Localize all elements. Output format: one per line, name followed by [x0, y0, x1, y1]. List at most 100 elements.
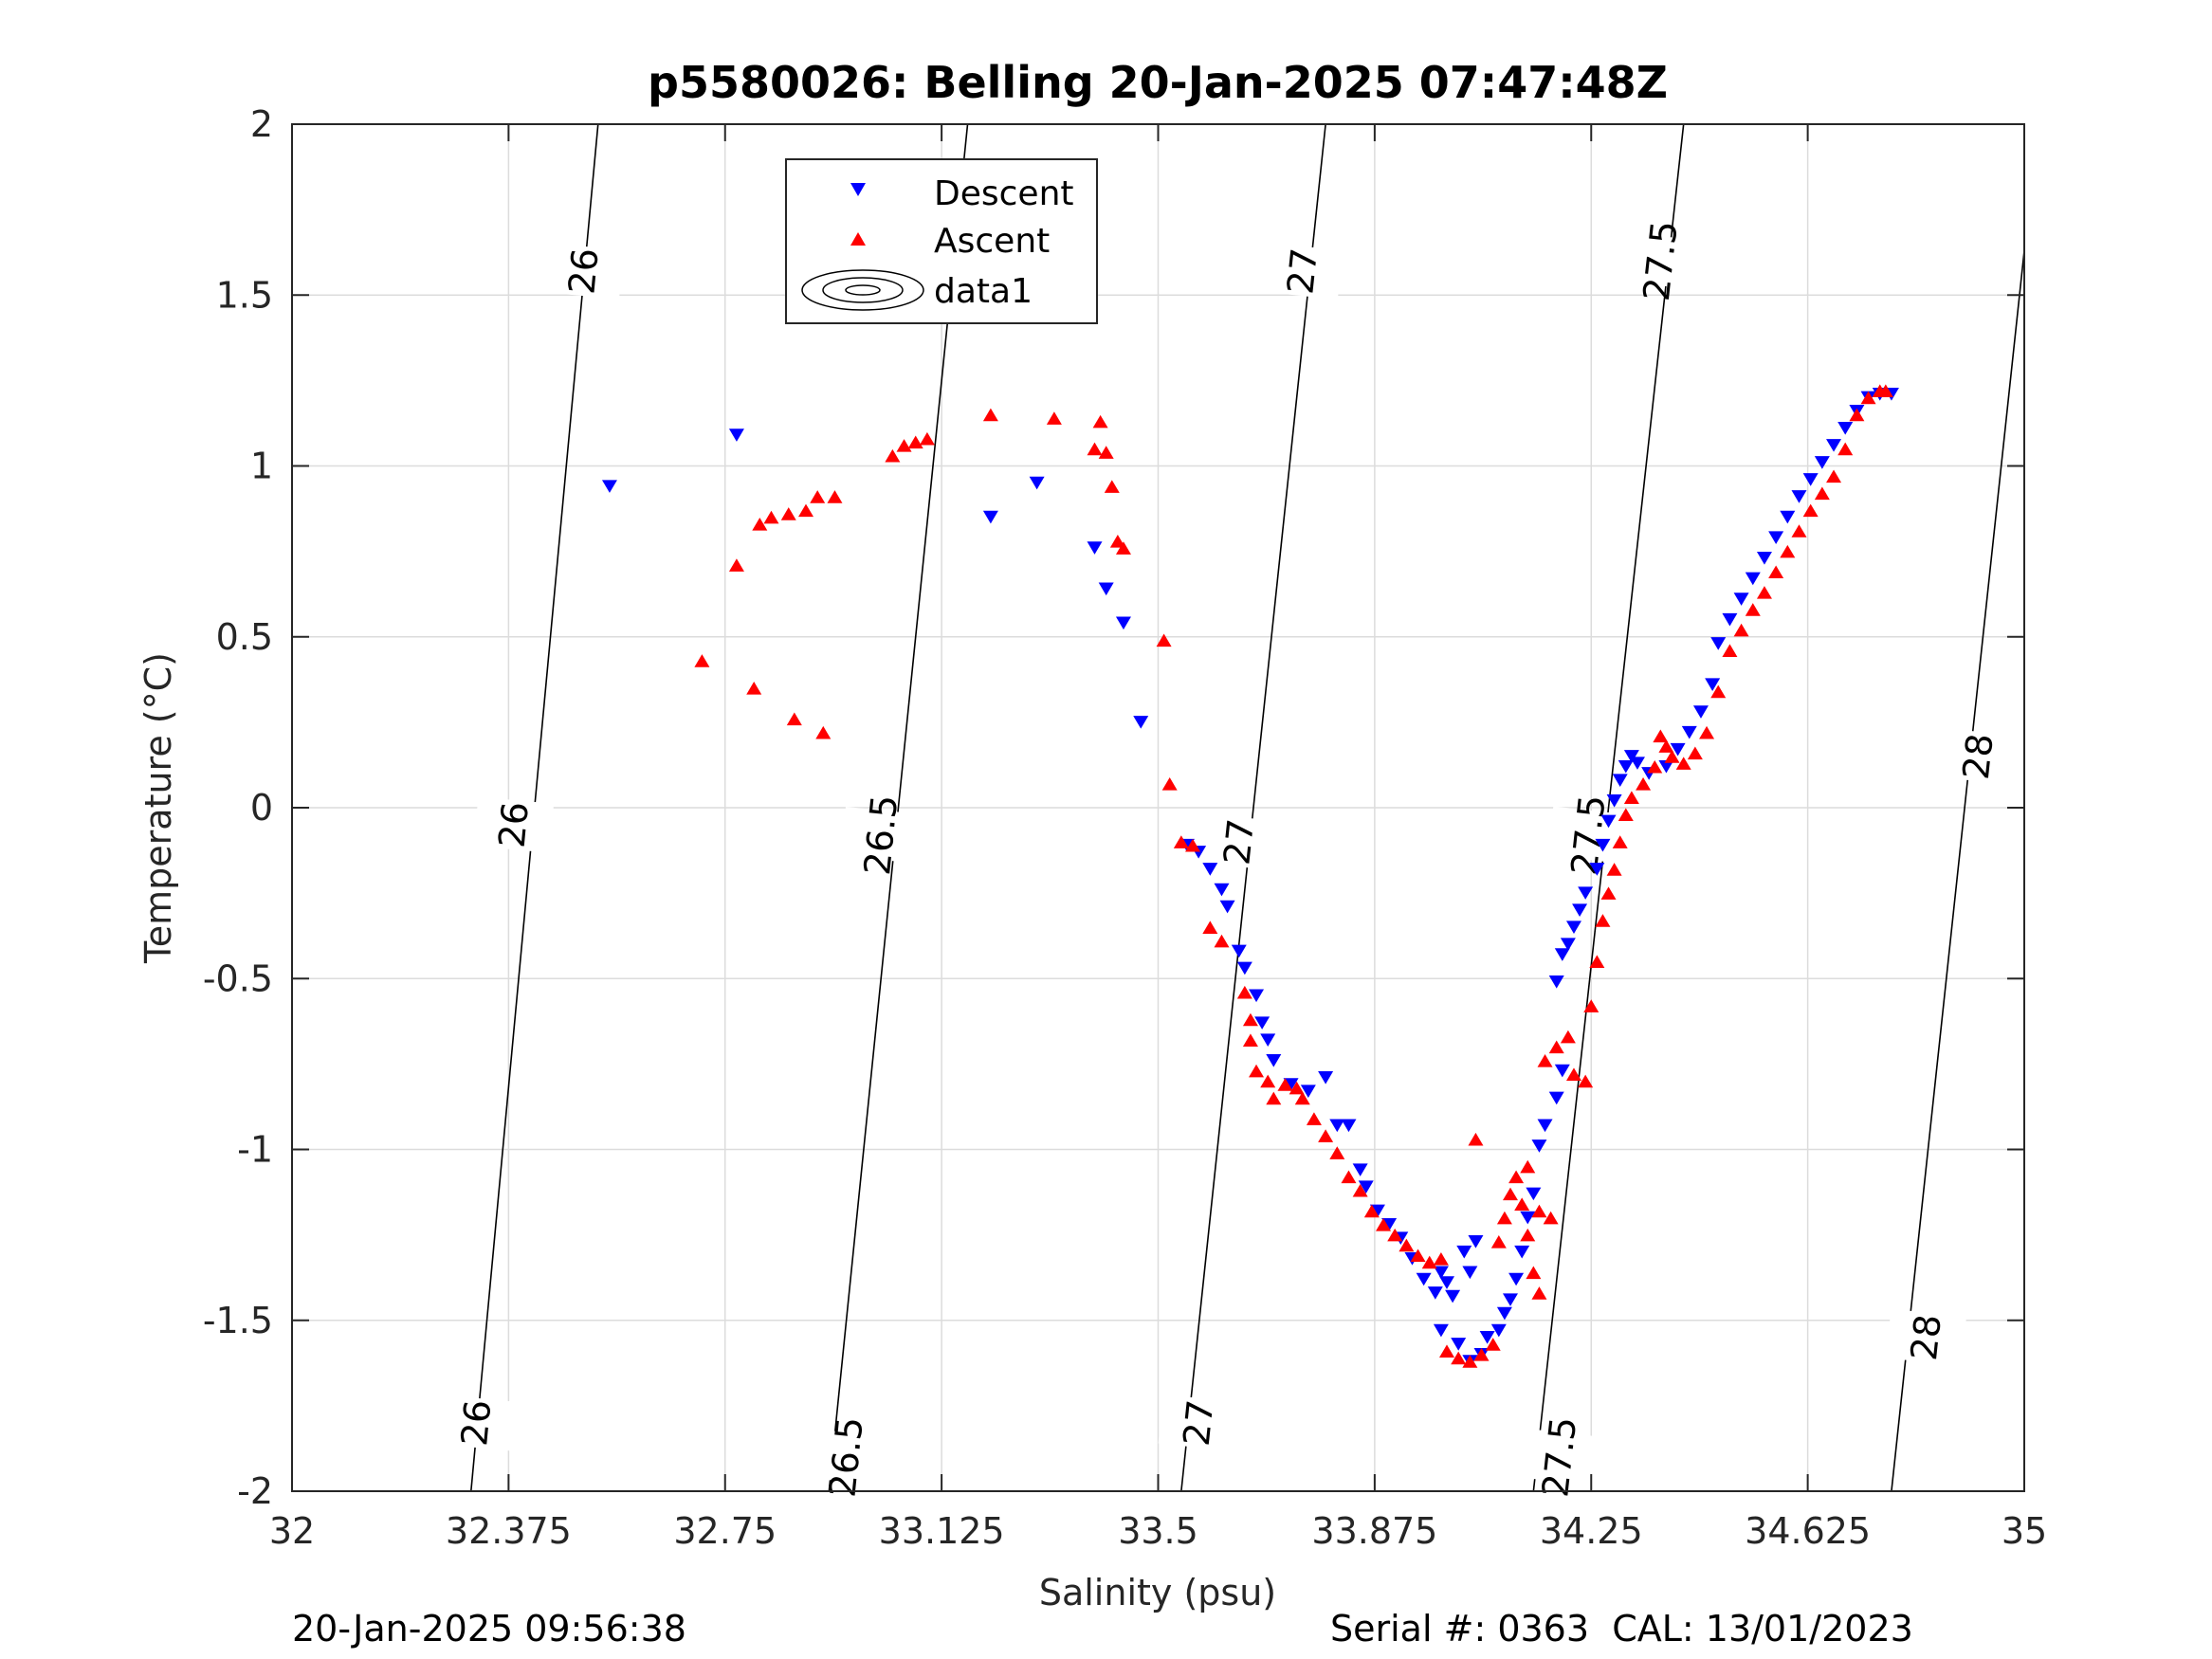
ascent-point — [1733, 623, 1749, 637]
ascent-point — [798, 503, 814, 518]
ascent-point — [1277, 1078, 1293, 1091]
ascent-point — [1490, 1235, 1507, 1249]
ascent-point — [1329, 1146, 1345, 1159]
footer-timestamp: 20-Jan-2025 09:56:38 — [292, 1608, 686, 1650]
ascent-point — [982, 408, 998, 422]
descent-point — [1202, 863, 1218, 876]
descent-point — [1236, 961, 1252, 975]
descent-point — [1416, 1272, 1432, 1286]
contour-label: 27.5 — [1563, 793, 1614, 877]
ascent-point — [1173, 835, 1189, 848]
ascent-point — [1860, 391, 1876, 405]
descent-point — [1029, 476, 1045, 490]
y-tick-label: -2 — [237, 1470, 273, 1512]
descent-point — [1214, 883, 1230, 897]
ascent-point — [1421, 1255, 1437, 1269]
descent-point — [1600, 814, 1617, 829]
descent-point — [1606, 793, 1622, 808]
ascent-point — [1583, 999, 1600, 1012]
ascent-point — [694, 654, 710, 667]
descent-point — [1548, 1091, 1564, 1105]
descent-point — [1456, 1245, 1472, 1259]
ascent-point — [1098, 446, 1114, 459]
descent-point — [1427, 1286, 1443, 1300]
contour-label-bg — [1198, 812, 1280, 871]
ascent-point — [1531, 1204, 1547, 1218]
ascent-point — [1318, 1129, 1334, 1142]
ascent-point — [1623, 791, 1639, 804]
y-tick-label: 0 — [250, 787, 273, 829]
descent-point — [1490, 1323, 1507, 1338]
y-tick-label: -0.5 — [203, 957, 273, 999]
contour-label: 26 — [560, 246, 606, 296]
ascent-point — [1046, 411, 1062, 425]
ascent-point — [1560, 1030, 1576, 1044]
ascent-point — [1387, 1228, 1403, 1242]
descent-point — [1358, 1180, 1374, 1194]
descent-point — [1260, 1033, 1276, 1047]
ascent-point — [1115, 541, 1131, 555]
descent-point — [1352, 1163, 1368, 1176]
ascent-point — [1565, 1067, 1581, 1081]
ascent-point — [1185, 838, 1201, 852]
contour-label: 26.5 — [821, 1415, 870, 1500]
axis-ticks: 32 32.375 32.75 33.125 33.5 33.875 34.25 34.625… — [203, 103, 2047, 1552]
ascent-point — [1636, 776, 1652, 791]
ascent-point — [1410, 1249, 1426, 1263]
ascent-point — [1462, 1355, 1478, 1368]
ascent-point — [1687, 746, 1703, 760]
ascent-point — [1214, 934, 1230, 948]
ascent-point — [1520, 1159, 1536, 1174]
ascent-point — [1658, 739, 1674, 753]
descent-point — [1692, 705, 1709, 719]
descent-point — [1514, 1245, 1530, 1259]
descent-point — [1802, 473, 1819, 486]
descent-point — [1780, 510, 1796, 524]
ascent-point — [1473, 1348, 1490, 1361]
descent-point — [1548, 975, 1564, 989]
ascent-point — [1849, 408, 1865, 422]
x-tick-label: 33.125 — [879, 1510, 1005, 1552]
ascent-point — [1837, 442, 1854, 456]
descent-point — [1670, 742, 1686, 757]
ascent-point — [1578, 1074, 1594, 1088]
x-axis-label: Salinity (psu) — [1039, 1572, 1276, 1613]
ascent-point — [1791, 524, 1807, 538]
x-tick-label: 32.375 — [446, 1510, 572, 1552]
ascent-point — [1722, 644, 1738, 657]
contour-label-bg — [1937, 727, 2019, 786]
ascent-point — [1451, 1351, 1467, 1365]
ascent-point — [1485, 1338, 1501, 1351]
ascent-point — [1242, 1033, 1258, 1047]
ascent-point — [1266, 1091, 1282, 1105]
y-tick-label: 1 — [250, 446, 273, 487]
ascent-point — [815, 725, 832, 739]
descent-point — [1341, 1119, 1357, 1133]
ascent-point — [763, 510, 779, 524]
legend-contour-icon — [801, 269, 924, 311]
descent-point — [1826, 439, 1842, 452]
ascent-point — [919, 431, 935, 446]
descent-point — [601, 480, 617, 493]
descent-point — [1231, 944, 1247, 958]
ascent-point — [728, 558, 744, 572]
ascent-point — [1802, 503, 1819, 518]
descent-point — [1572, 903, 1588, 917]
footer-serial-cal: Serial #: 0363 CAL: 13/01/2023 — [1330, 1608, 1913, 1650]
x-tick-label: 33.875 — [1311, 1510, 1437, 1552]
descent-point — [1254, 1016, 1271, 1030]
descent-point — [1433, 1266, 1449, 1280]
contour-label: 26 — [453, 1398, 499, 1448]
descent-point — [1578, 886, 1594, 900]
ascent-point — [1363, 1204, 1380, 1218]
ascent-point — [752, 517, 768, 531]
data-points — [601, 384, 1899, 1368]
ascent-point — [1618, 808, 1634, 822]
descent-point — [1439, 1276, 1454, 1289]
ascent-point — [1156, 633, 1172, 647]
descent-point — [1300, 1085, 1316, 1099]
descent-point — [1502, 1293, 1518, 1306]
legend-descent-label: Descent — [934, 174, 1074, 213]
descent-point — [1445, 1289, 1461, 1304]
